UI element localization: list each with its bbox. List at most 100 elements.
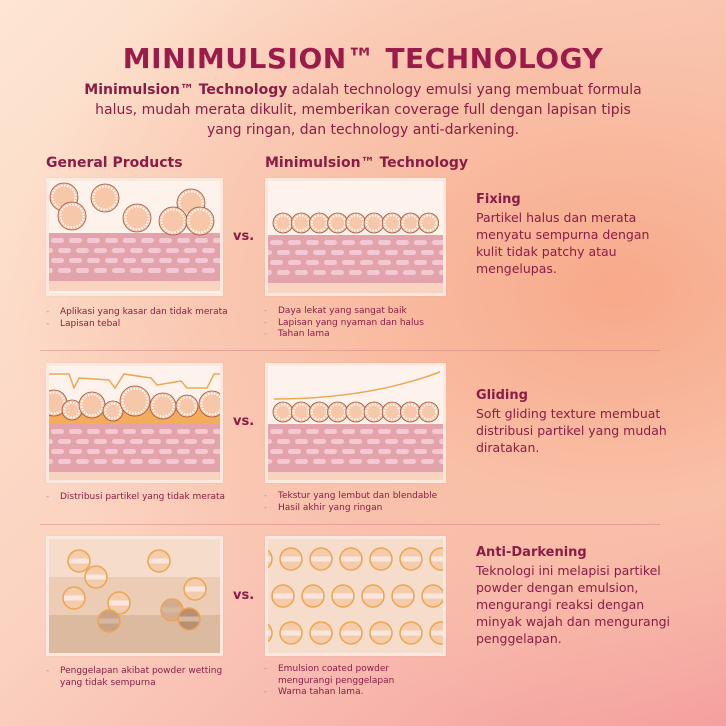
skin-cell	[342, 240, 355, 245]
skin-cell	[105, 429, 118, 434]
skin-cell	[166, 268, 179, 273]
skin-cell	[331, 439, 344, 444]
particle-core	[95, 188, 115, 208]
skin-base	[268, 472, 443, 480]
skin-cell	[94, 439, 107, 444]
skin-cell	[439, 459, 443, 464]
particle-core	[54, 187, 74, 207]
skin-cell	[439, 250, 443, 255]
skin-cell	[295, 439, 308, 444]
skin-cell	[94, 248, 107, 253]
skin-cell	[324, 240, 337, 245]
skin-cell	[360, 260, 373, 265]
skin-cell	[421, 270, 434, 275]
smooth-surface-line	[273, 371, 441, 400]
skin-cell	[51, 449, 64, 454]
skin-cell	[166, 439, 179, 444]
skin-cell	[378, 260, 391, 265]
skin-cell	[349, 439, 362, 444]
emulsion-band	[431, 556, 443, 562]
column-header-minimulsion: Minimulsion™ Technology	[265, 155, 469, 171]
bullet: Aplikasi yang kasar dan tidak merata	[44, 307, 228, 319]
skin-cell	[268, 439, 272, 444]
skin-cell	[69, 449, 82, 454]
particle-coating	[59, 203, 85, 229]
skin-cell	[148, 248, 161, 253]
skin-cell	[184, 248, 197, 253]
emulsion-band	[341, 556, 361, 562]
skin-cell	[288, 449, 301, 454]
skin-cell	[342, 260, 355, 265]
particle-core	[163, 211, 183, 231]
emulsion-band	[281, 630, 301, 636]
feature-desc: Teknologi ini melapisi partikel powder d…	[476, 563, 671, 646]
particle-coating	[401, 403, 419, 421]
skin-cell	[51, 238, 64, 243]
skin-cell	[123, 429, 136, 434]
feature-desc: Soft gliding texture membuat distribusi …	[476, 406, 667, 455]
skin-cell	[277, 439, 290, 444]
particle-coating	[160, 208, 186, 234]
skin-cell	[385, 250, 398, 255]
particle-coating	[187, 208, 213, 234]
skin-cell	[313, 459, 326, 464]
general-bullets: Distribusi partikel yang tidak merata	[44, 492, 225, 504]
skin-cell	[87, 238, 100, 243]
skin-cell	[313, 439, 326, 444]
particle-coating	[178, 190, 204, 216]
skin-cell	[177, 258, 190, 263]
skin-cell	[69, 429, 82, 434]
skin-cell	[331, 250, 344, 255]
skin-cell	[195, 238, 208, 243]
particle-core	[83, 396, 101, 414]
skin-cell	[403, 250, 416, 255]
particle-coating	[274, 403, 292, 421]
emulsion-band	[268, 630, 271, 636]
gliding-minimulsion-illustration	[265, 363, 446, 483]
skin-cell	[195, 429, 208, 434]
skin-cell	[367, 250, 380, 255]
skin-cell	[130, 459, 143, 464]
particle-core	[386, 406, 398, 418]
emulsion-band	[401, 556, 421, 562]
skin-cell	[202, 439, 215, 444]
skin-cell	[313, 270, 326, 275]
skin-cell	[148, 268, 161, 273]
skin-cell	[439, 439, 443, 444]
particle-core	[332, 406, 344, 418]
particle-coating	[365, 214, 383, 232]
skin-cell	[177, 429, 190, 434]
column-header-general: General Products	[46, 155, 183, 171]
skin-cell	[421, 459, 434, 464]
particle-core	[368, 406, 380, 418]
skin-cell	[414, 449, 427, 454]
skin-cell	[277, 270, 290, 275]
skin-cell	[195, 449, 208, 454]
skin-cell	[76, 268, 89, 273]
particle-core	[107, 405, 119, 417]
skin-cell	[148, 459, 161, 464]
bullet: Penggelapan akibat powder wetting yang t…	[44, 666, 244, 689]
skin-cell	[123, 258, 136, 263]
particle-coating	[63, 401, 81, 419]
particle-coating	[292, 214, 310, 232]
skin-cell	[112, 248, 125, 253]
emulsion-band	[185, 586, 205, 592]
skin-cell	[49, 268, 53, 273]
bullet: Distribusi partikel yang tidak merata	[44, 492, 225, 504]
fixing-minimulsion-illustration	[265, 178, 446, 296]
particle-core	[66, 404, 78, 416]
skin-cell	[367, 270, 380, 275]
emulsion-band	[393, 593, 413, 599]
bullet: Tekstur yang lembut dan blendable	[262, 491, 437, 503]
skin-cell	[69, 238, 82, 243]
skin-cell	[403, 439, 416, 444]
skin-base	[268, 283, 443, 293]
skin-cell	[184, 439, 197, 444]
particle-core	[277, 406, 289, 418]
minimulsion-bullets: Tekstur yang lembut dan blendableHasil a…	[262, 491, 437, 514]
skin-cell	[385, 270, 398, 275]
skin-cell	[105, 258, 118, 263]
divider	[40, 350, 660, 351]
skin-cell	[130, 248, 143, 253]
